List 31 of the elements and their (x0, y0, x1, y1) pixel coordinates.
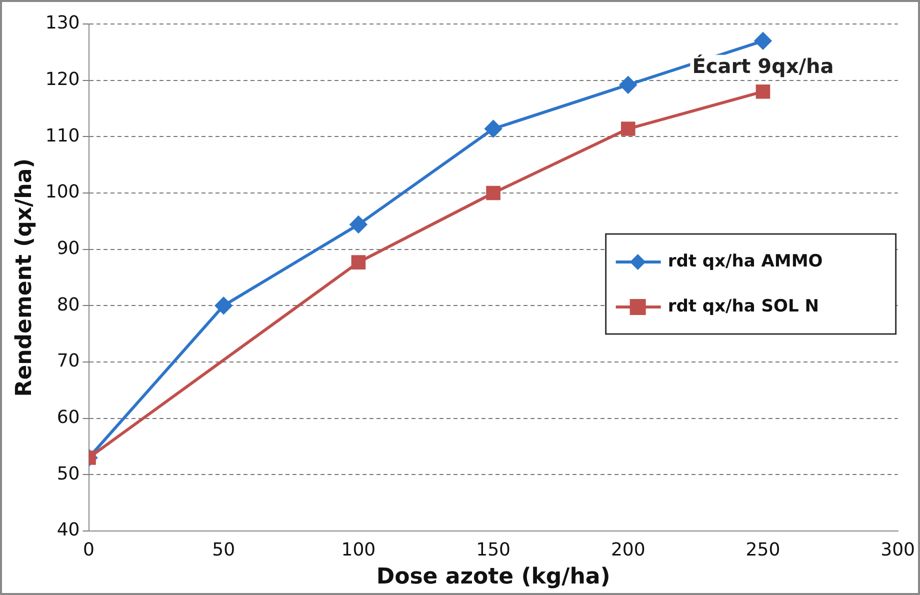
x-tick-label: 200 (610, 539, 646, 560)
y-tick-label: 100 (45, 182, 80, 203)
point (620, 122, 636, 136)
point (754, 32, 772, 50)
point (620, 76, 637, 94)
y-tick-label: 110 (45, 125, 80, 146)
y-tick-label: 90 (56, 238, 80, 260)
y-tick-label: 130 (45, 12, 80, 34)
annotation: Écart 9qx/ha (692, 54, 834, 78)
y-tick-label: 40 (56, 520, 80, 541)
point (756, 84, 770, 99)
point (351, 255, 366, 270)
x-tick-label: 0 (83, 539, 94, 560)
y-axis-title: Rendement (qx/ha) (12, 158, 37, 397)
legend-label: rdt qx/ha AMMO (668, 251, 823, 272)
point (486, 186, 500, 200)
x-tick-label: 300 (880, 539, 915, 560)
x-tick-label: 100 (341, 539, 376, 560)
y-tick-label: 60 (56, 407, 80, 428)
y-tick-label: 50 (56, 463, 80, 484)
point (350, 216, 367, 234)
legend-label: rdt qx/ha SOL N (668, 296, 819, 316)
x-axis-title: Dose azote (kg/ha) (376, 564, 610, 590)
y-tick-label: 120 (45, 69, 80, 90)
y-tick-label: 80 (56, 294, 80, 316)
y-tick-label: 70 (56, 350, 80, 372)
x-tick-label: 150 (476, 539, 510, 560)
x-tick-label: 50 (212, 539, 236, 560)
x-tick-label: 250 (746, 539, 780, 560)
point (215, 297, 232, 314)
point (484, 120, 502, 138)
